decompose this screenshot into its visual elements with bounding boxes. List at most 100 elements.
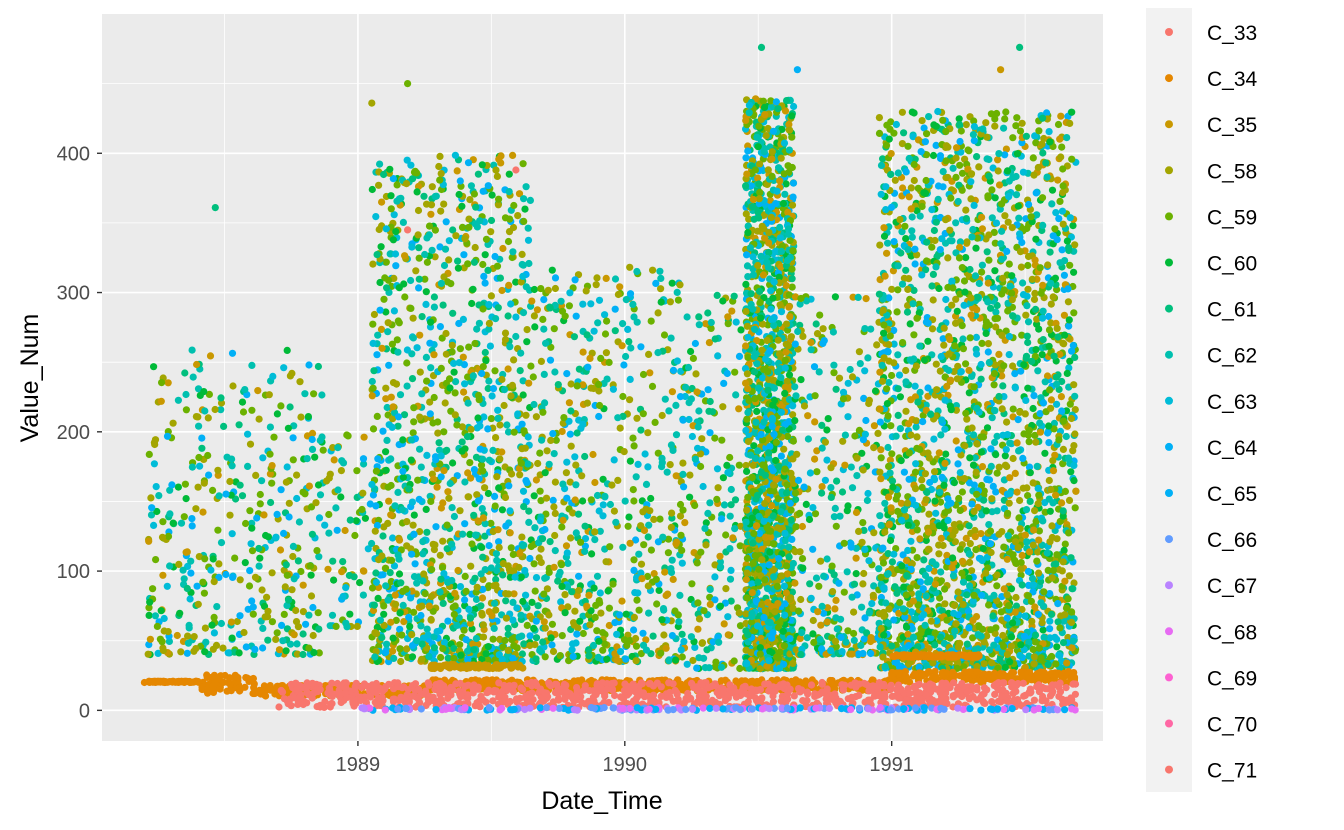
data-point: [532, 574, 541, 582]
data-point: [359, 591, 367, 599]
data-point: [669, 366, 678, 374]
data-point: [431, 226, 439, 234]
data-point: [743, 659, 751, 668]
data-point: [410, 530, 418, 538]
data-point: [465, 493, 473, 501]
data-point: [387, 205, 395, 213]
data-point: [480, 272, 488, 280]
data-point: [676, 281, 684, 289]
data-point: [614, 476, 622, 484]
data-point: [201, 624, 209, 632]
data-point: [360, 460, 368, 468]
data-point: [485, 456, 493, 464]
data-point: [797, 376, 805, 384]
data-point: [215, 492, 223, 500]
data-point: [809, 630, 817, 638]
data-point: [248, 361, 256, 369]
data-point: [241, 559, 249, 567]
data-point: [566, 289, 574, 297]
data-point: [339, 558, 347, 566]
data-point: [398, 506, 406, 514]
data-point: [622, 655, 630, 663]
data-point: [626, 457, 635, 465]
data-point: [538, 535, 547, 543]
data-point: [488, 392, 496, 400]
data-point: [414, 476, 422, 484]
data-point: [532, 634, 541, 642]
data-point: [791, 579, 799, 587]
data-point: [722, 585, 730, 593]
data-point: [847, 463, 855, 471]
data-point: [618, 597, 626, 605]
data-point: [409, 334, 417, 342]
data-point: [198, 444, 206, 452]
data-point: [145, 537, 153, 545]
data-point: [551, 368, 559, 376]
data-point: [591, 528, 599, 536]
data-point: [386, 569, 394, 577]
data-point: [635, 606, 643, 614]
data-point: [387, 618, 395, 626]
data-point: [433, 628, 441, 636]
data-point: [200, 479, 208, 487]
data-point: [630, 566, 638, 575]
data-point: [459, 315, 467, 323]
data-point: [238, 492, 247, 500]
data-point: [520, 195, 528, 203]
data-point: [770, 278, 778, 286]
data-point: [461, 235, 469, 243]
data-point: [742, 426, 750, 435]
data-point: [563, 370, 571, 378]
data-point: [579, 300, 587, 308]
data-point: [530, 400, 538, 409]
data-point: [626, 290, 635, 298]
data-point: [309, 603, 317, 612]
data-point: [593, 274, 601, 282]
data-point: [812, 320, 820, 328]
data-point: [479, 467, 487, 475]
data-point: [152, 483, 160, 491]
data-point: [756, 650, 764, 658]
data-point: [769, 481, 778, 489]
data-point: [388, 556, 396, 565]
data-point: [852, 554, 860, 562]
data-point: [479, 305, 487, 313]
data-point: [844, 502, 852, 510]
data-point: [788, 265, 796, 273]
data-point: [859, 580, 867, 588]
data-point: [185, 624, 193, 632]
data-point: [795, 607, 803, 615]
data-point: [839, 395, 848, 403]
data-point: [558, 582, 566, 591]
data-point: [784, 230, 793, 238]
data-point: [1015, 184, 1023, 192]
data-point: [439, 599, 447, 608]
data-point: [677, 531, 685, 539]
data-point: [807, 346, 815, 354]
data-point: [418, 602, 426, 610]
data-point: [548, 620, 557, 628]
data-point: [760, 148, 768, 156]
data-point: [657, 298, 665, 306]
data-point: [451, 602, 459, 610]
data-point: [756, 188, 764, 196]
data-point: [637, 426, 645, 434]
data-point: [166, 486, 174, 494]
data-point: [818, 489, 826, 497]
data-point: [574, 510, 583, 518]
data-point: [581, 547, 589, 556]
data-point: [669, 575, 677, 584]
data-point: [811, 455, 819, 463]
data-point: [714, 484, 722, 492]
data-point: [755, 384, 763, 392]
data-point: [835, 579, 843, 587]
data-point: [813, 330, 822, 338]
data-point: [681, 519, 689, 527]
data-point: [602, 349, 611, 357]
data-point: [209, 645, 217, 653]
data-point: [389, 534, 397, 542]
data-point: [399, 587, 407, 596]
data-point: [450, 359, 458, 367]
data-point: [466, 196, 474, 204]
data-point: [448, 348, 456, 356]
